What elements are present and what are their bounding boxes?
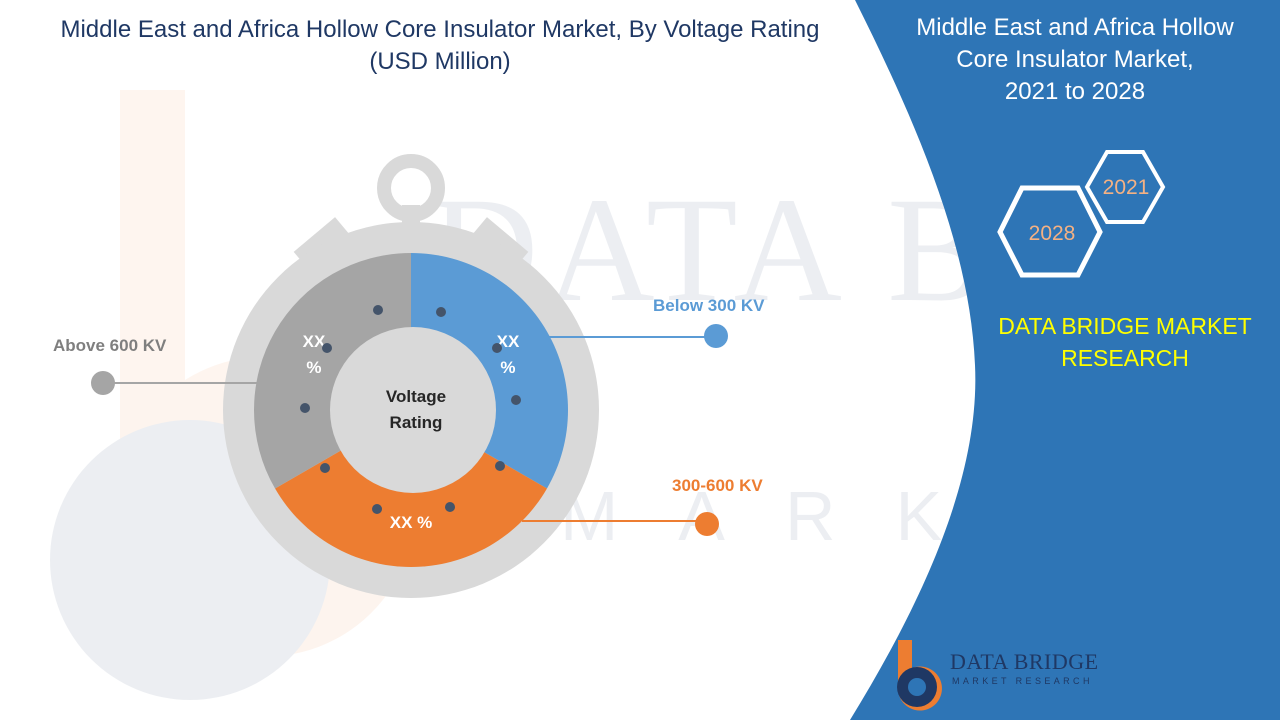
- slice-value-label-below-300-line2: %: [500, 358, 515, 377]
- legend-label-above-600: Above 600 KV: [53, 336, 167, 355]
- chart-title: Middle East and Africa Hollow Core Insul…: [20, 14, 860, 78]
- brand-name-line2: RESEARCH: [1061, 345, 1189, 371]
- marker-300-600: [695, 512, 719, 536]
- brand-name-line1: DATA BRIDGE MARKET: [998, 313, 1252, 339]
- decorative-dots: [300, 305, 521, 514]
- slice-value-label-above-600-line1: XX: [303, 332, 326, 351]
- hexagon-2021: [1084, 150, 1166, 224]
- marker-below-300: [704, 324, 728, 348]
- legend-connectors: [91, 324, 728, 536]
- blue-side-panel: [850, 0, 1280, 720]
- chart-title-line1: Middle East and Africa Hollow Core Insul…: [60, 16, 820, 43]
- chart-title-line2: (USD Million): [369, 48, 511, 75]
- slice-value-label-below-300-line1: XX: [497, 332, 520, 351]
- panel-title-line1: Middle East and Africa Hollow: [916, 14, 1234, 41]
- logo-name: DATA BRIDGE: [950, 649, 1099, 674]
- marker-above-600: [91, 371, 115, 395]
- year-hexagons: 2021 2028: [997, 150, 1166, 278]
- panel-title: Middle East and Africa Hollow Core Insul…: [900, 12, 1250, 108]
- data-bridge-logo-icon: [897, 640, 942, 711]
- slice-value-label-300-600-line1: XX %: [390, 513, 433, 532]
- center-label-line1: Voltage: [386, 387, 446, 406]
- slice-value-label-above-600-line2: %: [306, 358, 321, 377]
- legend-label-300-600: 300-600 KV: [672, 476, 763, 495]
- logo-tagline: MARKET RESEARCH: [952, 676, 1093, 686]
- legend-label-below-300: Below 300 KV: [653, 296, 765, 315]
- panel-title-line2: Core Insulator Market,: [956, 46, 1194, 73]
- pie-center: [330, 327, 496, 493]
- hexagon-2028: [997, 185, 1103, 278]
- year-2028-label: 2028: [1029, 222, 1076, 245]
- brand-name: DATA BRIDGE MARKET RESEARCH: [980, 310, 1270, 374]
- year-2021-label: 2021: [1103, 176, 1150, 199]
- panel-title-line3: 2021 to 2028: [1004, 78, 1146, 105]
- center-label-line2: Rating: [390, 413, 443, 432]
